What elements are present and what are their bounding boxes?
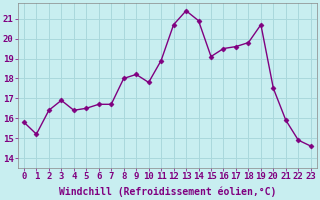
X-axis label: Windchill (Refroidissement éolien,°C): Windchill (Refroidissement éolien,°C) xyxy=(59,187,276,197)
